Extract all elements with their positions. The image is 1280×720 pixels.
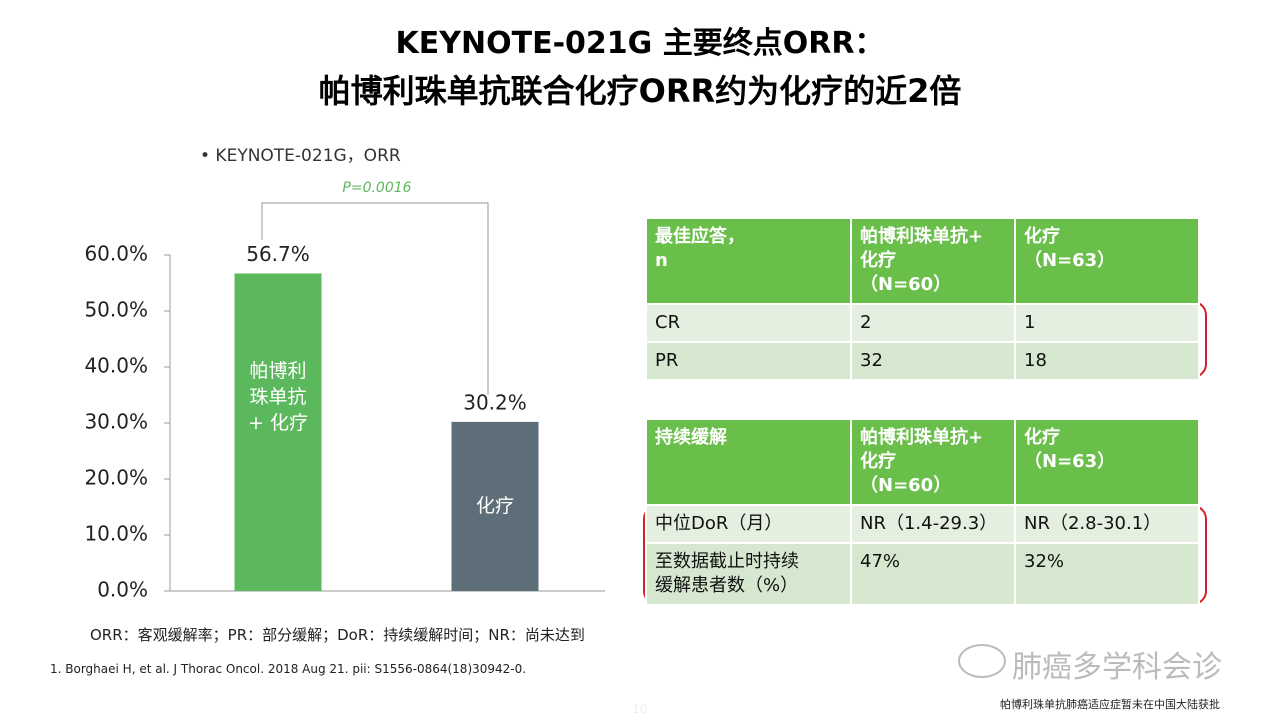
bar: [234, 273, 322, 591]
bar-label: 帕博利珠单抗 + 化疗: [248, 360, 308, 435]
table-cell: 18: [1014, 341, 1200, 381]
table-row: PR 32 18: [645, 341, 1200, 381]
disclaimer: 帕博利珠单抗肺癌适应症暂未在中国大陆获批: [1000, 698, 1220, 711]
p-value: P=0.0016: [342, 180, 411, 196]
wechat-icon: [958, 644, 1006, 678]
y-tick-label: 20.0%: [84, 466, 148, 490]
header-cell: 帕博利珠单抗+ 化疗 （N=60）: [850, 418, 1016, 506]
y-tick-label: 60.0%: [84, 242, 148, 266]
y-tick-label: 0.0%: [97, 578, 148, 602]
table-cell: NR（2.8-30.1）: [1014, 504, 1200, 544]
table-row: 至数据截止时持续 缓解患者数（%） 47% 32%: [645, 542, 1200, 606]
header-row: 最佳应答， n 帕博利珠单抗+ 化疗 （N=60） 化疗 （N=63）: [645, 217, 1200, 305]
y-tick-label: 10.0%: [84, 522, 148, 546]
table-cell: 32: [850, 341, 1016, 381]
data-table: 最佳应答， n 帕博利珠单抗+ 化疗 （N=60） 化疗 （N=63） CR 2 1 PR 3…: [645, 217, 1200, 381]
page-number: 10: [632, 702, 648, 716]
y-tick-label: 40.0%: [84, 354, 148, 378]
table-cell: CR: [645, 303, 852, 343]
watermark: 肺癌多学科会诊: [1012, 650, 1222, 685]
table-row: CR 2 1: [645, 303, 1200, 343]
y-tick-label: 30.0%: [84, 410, 148, 434]
bar-label: 化疗: [475, 495, 514, 518]
table-cell: 至数据截止时持续 缓解患者数（%）: [645, 542, 852, 606]
table-cell: 中位DoR（月）: [645, 504, 852, 544]
abbreviations: ORR：客观缓解率；PR：部分缓解；DoR：持续缓解时间；NR：尚未达到: [90, 626, 585, 644]
data-table: 持续缓解 帕博利珠单抗+ 化疗 （N=60） 化疗 （N=63） 中位DoR（月） NR…: [645, 418, 1200, 606]
header-cell: 化疗 （N=63）: [1014, 418, 1200, 506]
bar: [451, 421, 539, 591]
header-cell: 帕博利珠单抗+ 化疗 （N=60）: [850, 217, 1016, 305]
header-cell: 最佳应答， n: [645, 217, 852, 305]
table-cell: 1: [1014, 303, 1200, 343]
header-cell: 持续缓解: [645, 418, 852, 506]
significance-bracket: [261, 202, 489, 395]
table-cell: NR（1.4-29.3）: [850, 504, 1016, 544]
value-label: 30.2%: [463, 390, 527, 414]
reference: 1. Borghaei H, et al. J Thorac Oncol. 20…: [50, 662, 527, 676]
chart-title: • KEYNOTE-021G，ORR: [200, 146, 401, 166]
table-cell: PR: [645, 341, 852, 381]
value-label: 56.7%: [246, 242, 310, 266]
header-cell: 化疗 （N=63）: [1014, 217, 1200, 305]
header-row: 持续缓解 帕博利珠单抗+ 化疗 （N=60） 化疗 （N=63）: [645, 418, 1200, 506]
table-cell: 32%: [1014, 542, 1200, 606]
table-row: 中位DoR（月） NR（1.4-29.3） NR（2.8-30.1）: [645, 504, 1200, 544]
slide-subtitle: 帕博利珠单抗联合化疗ORR约为化疗的近2倍: [318, 72, 962, 110]
table-cell: 2: [850, 303, 1016, 343]
table-cell: 47%: [850, 542, 1016, 606]
slide-title: KEYNOTE-021G 主要终点ORR：: [395, 26, 885, 61]
y-tick-label: 50.0%: [84, 298, 148, 322]
